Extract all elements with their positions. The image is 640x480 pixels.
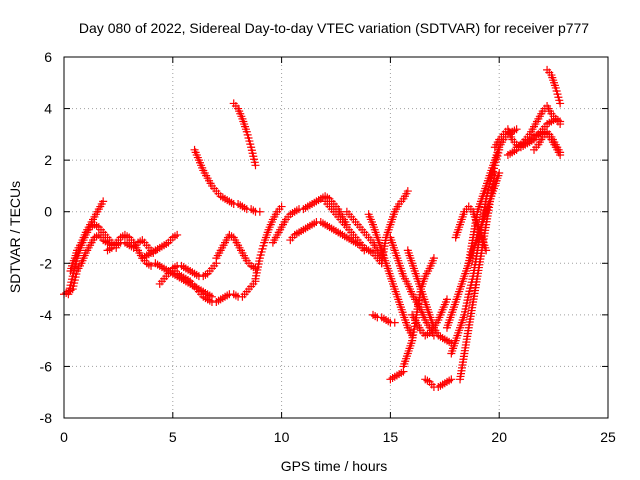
series-s18 (368, 310, 399, 327)
x-tick-label: 10 (274, 429, 290, 445)
y-tick-label: 4 (44, 101, 52, 117)
axis-ticks (63, 56, 609, 419)
x-tick-label: 25 (600, 429, 616, 445)
y-tick-labels: -8 -6 -4 -2 0 2 4 6 (40, 49, 53, 426)
data-point (123, 232, 132, 241)
y-tick-label: 2 (44, 152, 52, 168)
data-point (429, 254, 438, 263)
data-point (251, 161, 260, 170)
series-s13 (268, 192, 351, 247)
series-s35 (543, 65, 565, 108)
data-point (231, 291, 240, 300)
data-point (105, 245, 114, 254)
x-tick-label: 20 (491, 429, 507, 445)
data-point (201, 270, 210, 279)
y-tick-label: -2 (40, 255, 53, 271)
x-tick-labels: 0 5 10 15 20 25 (60, 429, 616, 445)
data-point (144, 260, 153, 269)
data-point (249, 206, 258, 215)
series-s34 (530, 127, 565, 157)
series-s12 (251, 202, 286, 283)
series-s23 (399, 254, 438, 371)
data-point (556, 148, 565, 157)
series-s05 (138, 230, 182, 263)
data-point (423, 376, 432, 385)
y-tick-label: 6 (44, 49, 52, 65)
data-point (403, 187, 412, 196)
y-tick-label: -8 (40, 410, 53, 426)
y-axis-label: SDTVAR / TECUs (7, 181, 23, 293)
data-point (277, 202, 286, 211)
x-tick-label: 5 (169, 429, 177, 445)
data-point (556, 120, 565, 129)
data-point (371, 312, 380, 321)
x-tick-label: 0 (60, 429, 68, 445)
data-markers (60, 65, 565, 392)
y-tick-label: -4 (40, 307, 53, 323)
series-s22 (386, 367, 408, 384)
data-point (99, 197, 108, 206)
y-tick-label: 0 (44, 204, 52, 220)
series-s25 (421, 375, 456, 392)
data-point (423, 330, 432, 339)
data-point (92, 221, 101, 230)
data-point (173, 230, 182, 239)
series-s15 (321, 197, 386, 268)
data-point (227, 232, 236, 241)
data-point (390, 318, 399, 327)
x-tick-label: 15 (383, 429, 399, 445)
chart-title: Day 080 of 2022, Sidereal Day-to-day VTE… (79, 20, 589, 36)
data-point (447, 375, 456, 384)
grid-lines (64, 57, 608, 418)
plot-frame (63, 56, 609, 419)
series-s08 (168, 264, 260, 306)
data-point (136, 237, 145, 246)
data-point (495, 145, 504, 154)
series-s09 (212, 230, 260, 273)
series-s04 (103, 230, 156, 270)
data-point (92, 232, 101, 241)
series-s03 (64, 220, 121, 299)
data-point (556, 99, 565, 108)
series-s11 (229, 99, 260, 170)
series-s10 (190, 145, 264, 216)
series-s30 (451, 202, 491, 255)
y-tick-label: -6 (40, 358, 53, 374)
series-s24 (408, 295, 451, 340)
data-point (512, 125, 521, 134)
series-s20 (377, 187, 412, 268)
data-point (495, 169, 504, 178)
data-point (170, 232, 179, 241)
data-point (442, 295, 451, 304)
series-s17 (364, 210, 417, 340)
data-point (482, 246, 491, 255)
data-point (147, 261, 156, 270)
data-point (255, 207, 264, 216)
x-axis-label: GPS time / hours (281, 458, 388, 474)
